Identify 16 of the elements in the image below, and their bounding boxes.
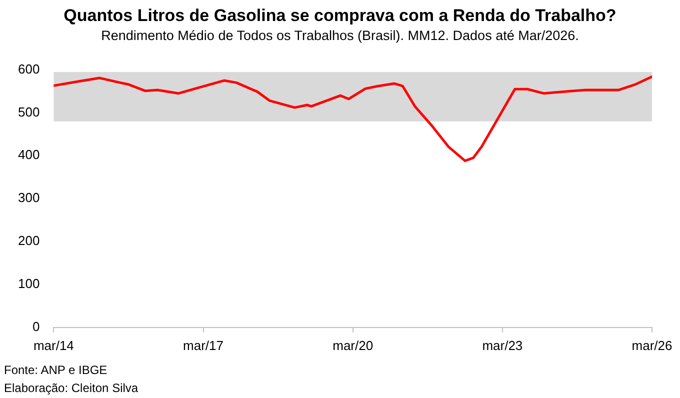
y-tick-label: 0 [32,318,40,334]
x-tick-label: mar/23 [482,338,523,353]
text: Elaboração: Cleiton Silva [4,380,138,397]
chart-title: Quantos Litros de Gasolina se comprava com a Renda do Trabalho? [62,6,618,26]
x-tick-label: mar/17 [183,338,224,353]
y-tick-label: 500 [18,104,40,120]
y-tick-label: 200 [18,233,40,248]
x-tick-label: mar/20 [332,338,374,353]
chart-subtitle: Rendimento Médio de Todos os Trabalhos (Brasil). MM12. Dados até Mar/2026. [100,28,580,43]
x-tick-label: mar/26 [632,338,672,353]
y-tick-label: 300 [18,190,40,206]
x-tick-label: mar/14 [33,338,74,353]
y-tick-label: 600 [18,61,40,76]
y-tick-label: 400 [18,147,40,162]
y-tick-label: 100 [18,276,40,292]
source-note: Fonte: ANP e IBGE [4,362,108,379]
